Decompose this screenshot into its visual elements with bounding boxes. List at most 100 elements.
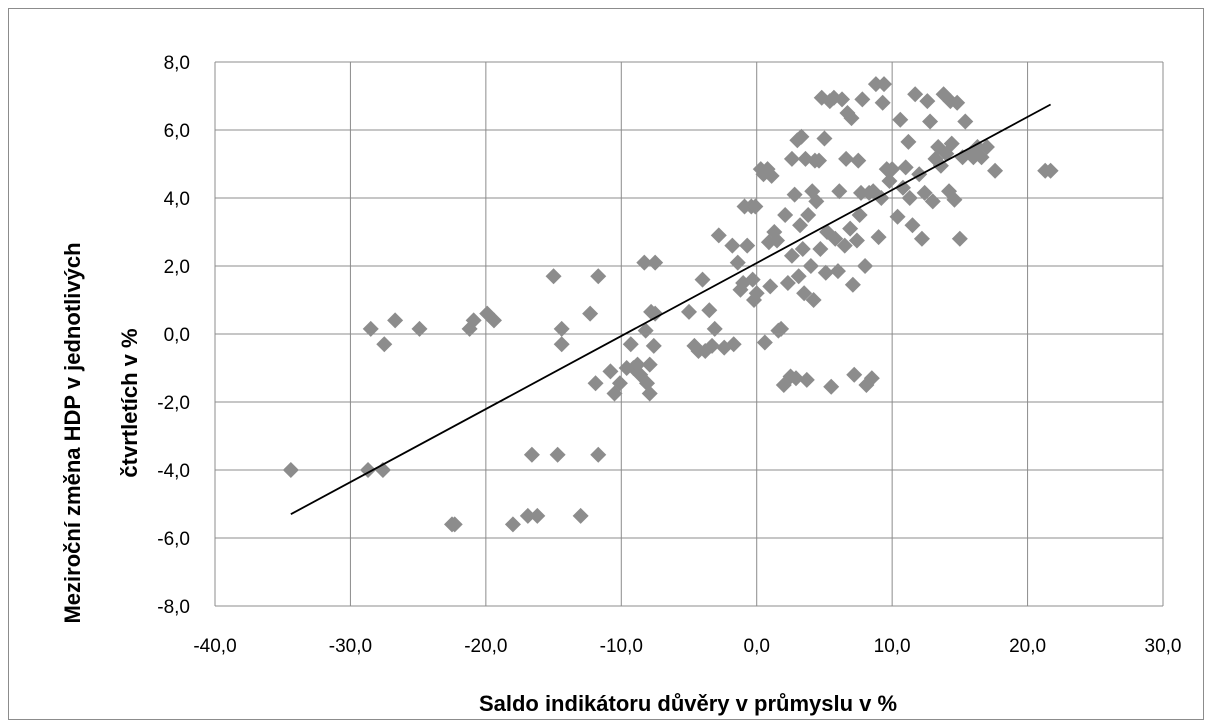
data-point bbox=[485, 312, 502, 329]
data-point bbox=[572, 507, 589, 524]
data-point bbox=[805, 292, 822, 308]
data-point bbox=[529, 507, 546, 524]
data-point bbox=[645, 337, 662, 354]
data-point bbox=[987, 162, 1004, 179]
data-point bbox=[808, 193, 825, 210]
data-point bbox=[725, 336, 742, 353]
data-point bbox=[907, 86, 924, 103]
data-point bbox=[800, 207, 817, 223]
data-point bbox=[787, 370, 804, 387]
data-point bbox=[724, 237, 741, 254]
data-point bbox=[843, 110, 860, 127]
data-point bbox=[376, 336, 393, 353]
data-point bbox=[446, 516, 463, 533]
data-point bbox=[769, 232, 786, 249]
trendline bbox=[290, 103, 1052, 515]
data-point bbox=[854, 91, 871, 108]
x-axis-title: Saldo indikátoru důvěry v průmyslu v % bbox=[479, 691, 897, 716]
x-tick-label: -40,0 bbox=[193, 636, 236, 657]
data-point bbox=[706, 320, 723, 337]
chart-frame bbox=[8, 8, 1204, 720]
x-tick-label: 10,0 bbox=[874, 636, 911, 657]
data-point bbox=[756, 334, 773, 351]
data-point bbox=[602, 363, 619, 380]
data-point bbox=[773, 320, 790, 337]
data-point bbox=[710, 227, 727, 244]
y-tick-label: -8,0 bbox=[157, 597, 190, 618]
y-tick-label: -6,0 bbox=[157, 529, 190, 550]
data-point bbox=[857, 258, 874, 274]
data-point bbox=[777, 207, 794, 223]
data-point bbox=[812, 241, 829, 257]
data-point bbox=[637, 322, 654, 339]
data-point bbox=[786, 186, 803, 203]
data-point bbox=[681, 303, 697, 320]
data-point bbox=[763, 167, 780, 184]
data-point bbox=[282, 462, 299, 478]
data-point bbox=[911, 166, 928, 183]
data-point bbox=[943, 135, 960, 152]
y-tick-label: 4,0 bbox=[164, 189, 190, 210]
data-point bbox=[790, 268, 807, 285]
data-point bbox=[951, 230, 968, 247]
data-point bbox=[796, 285, 813, 302]
data-point bbox=[783, 150, 800, 167]
data-point bbox=[949, 94, 966, 111]
x-tick-label: -10,0 bbox=[600, 636, 643, 657]
data-point bbox=[553, 320, 570, 337]
data-point bbox=[850, 152, 867, 169]
y-tick-labels: -8,0 -6,0 -4,0 -2,0 0,0 2,0 4,0 6,0 8,0 bbox=[157, 53, 190, 618]
data-point bbox=[647, 254, 664, 271]
data-point bbox=[848, 232, 865, 249]
y-tick-label: 6,0 bbox=[164, 121, 190, 142]
data-point bbox=[411, 320, 428, 337]
data-point bbox=[892, 111, 909, 128]
data-point bbox=[852, 184, 869, 201]
data-point bbox=[465, 312, 482, 329]
data-point bbox=[779, 275, 796, 291]
data-point bbox=[836, 237, 853, 254]
data-point bbox=[729, 254, 746, 271]
data-point bbox=[827, 230, 844, 247]
data-points bbox=[282, 76, 1059, 533]
data-point bbox=[748, 285, 765, 302]
y-tick-label: -4,0 bbox=[157, 461, 190, 482]
data-point bbox=[1042, 162, 1059, 179]
x-tick-label: -20,0 bbox=[464, 636, 507, 657]
data-point bbox=[747, 198, 764, 215]
data-point bbox=[590, 268, 607, 285]
data-point bbox=[590, 446, 607, 463]
data-point bbox=[846, 366, 863, 383]
data-point bbox=[867, 76, 884, 93]
data-point bbox=[901, 190, 918, 206]
data-point bbox=[897, 159, 914, 176]
data-point bbox=[904, 217, 921, 234]
x-tick-label: 30,0 bbox=[1145, 636, 1182, 657]
data-point bbox=[611, 375, 628, 392]
data-point bbox=[894, 179, 911, 196]
data-point bbox=[978, 139, 995, 155]
data-point bbox=[744, 271, 761, 288]
data-point bbox=[838, 150, 855, 167]
data-point bbox=[582, 305, 599, 322]
data-point bbox=[842, 220, 859, 237]
data-point bbox=[641, 385, 658, 402]
data-point bbox=[647, 305, 664, 322]
data-point bbox=[844, 276, 861, 293]
data-point bbox=[504, 516, 521, 533]
data-point bbox=[870, 229, 887, 246]
data-point bbox=[802, 258, 819, 274]
data-point bbox=[793, 128, 810, 145]
y-axis-title-line2: čtvrtletích v % bbox=[117, 328, 142, 477]
data-point bbox=[817, 264, 834, 281]
data-point bbox=[636, 254, 653, 271]
data-point bbox=[519, 507, 536, 524]
data-point bbox=[957, 113, 974, 130]
data-point bbox=[922, 113, 939, 130]
data-point bbox=[876, 76, 893, 93]
x-tick-label: 20,0 bbox=[1009, 636, 1046, 657]
data-point bbox=[811, 152, 828, 169]
y-tick-label: 0,0 bbox=[164, 325, 190, 346]
data-point bbox=[913, 230, 930, 247]
grid bbox=[214, 61, 1164, 607]
